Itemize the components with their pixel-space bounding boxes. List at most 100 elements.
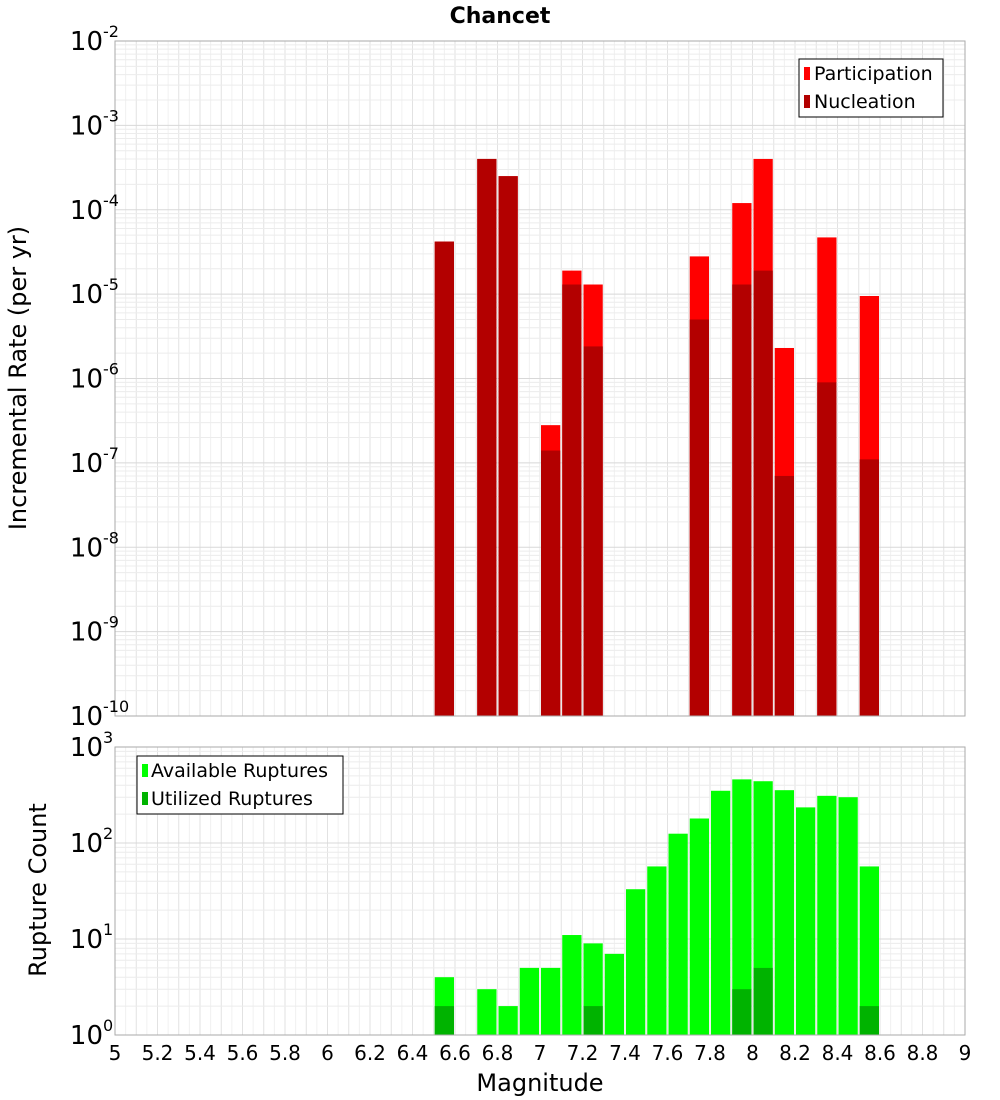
x-tick-label: 7.2 (567, 1041, 599, 1065)
bottom-bar-available (541, 967, 561, 1035)
bottom-legend-box (136, 755, 344, 815)
x-tick-label: 5.8 (269, 1041, 301, 1065)
legend-label-utilized-ruptures: Utilized Ruptures (151, 788, 313, 810)
legend-swatch-utilized-ruptures (142, 792, 148, 805)
bottom-bar-utilized (859, 1006, 879, 1035)
top-bar-nucleation (732, 284, 752, 716)
legend-swatch-participation (804, 67, 810, 80)
bottom-y-tick-exponent: 1 (103, 920, 113, 939)
top-y-tick-label: 10 (70, 27, 103, 57)
chart-title: Chancet (450, 4, 551, 29)
top-y-tick-label: 10 (70, 280, 103, 310)
bottom-bar-available (796, 807, 816, 1035)
top-bar-nucleation (541, 450, 561, 716)
bottom-bar-available (859, 866, 879, 1035)
x-tick-label: 6.4 (397, 1041, 429, 1065)
x-tick-label: 9 (959, 1041, 972, 1065)
top-y-tick-label: 10 (70, 702, 103, 732)
bottom-bar-utilized (434, 1006, 454, 1035)
bottom-y-tick-label: 10 (70, 829, 103, 859)
top-bar-nucleation (859, 459, 879, 716)
bottom-y-tick-exponent: 2 (103, 824, 113, 843)
top-y-tick-exponent: -4 (103, 191, 119, 210)
legend-label-nucleation: Nucleation (814, 91, 916, 113)
x-tick-label: 6 (321, 1041, 334, 1065)
top-y-tick-label: 10 (70, 111, 103, 141)
bottom-y-tick-label: 10 (70, 733, 103, 763)
top-y-tick-exponent: -3 (103, 106, 119, 125)
bottom-y-tick-exponent: 3 (103, 728, 113, 747)
bottom-plot-border (114, 746, 966, 1036)
bottom-y-tick-exponent: 0 (103, 1016, 113, 1035)
bottom-bar-utilized (583, 1006, 603, 1035)
top-bar-nucleation (583, 346, 603, 716)
legend-label-participation: Participation (814, 63, 933, 85)
bottom-bar-available (817, 795, 837, 1035)
bottom-bar-available (689, 818, 709, 1035)
x-tick-label: 8 (746, 1041, 759, 1065)
top-y-tick-exponent: -9 (103, 613, 119, 632)
top-y-tick-label: 10 (70, 618, 103, 648)
top-y-tick-exponent: -2 (103, 22, 119, 41)
legend-swatch-nucleation (804, 95, 810, 108)
bottom-bar-available (668, 833, 688, 1035)
top-y-axis-title: Incremental Rate (per yr) (4, 226, 32, 530)
x-tick-label: 8.8 (907, 1041, 939, 1065)
bottom-bar-available (519, 967, 539, 1035)
top-y-tick-exponent: -5 (103, 275, 119, 294)
bottom-bar-available (732, 779, 752, 1035)
bottom-bar-utilized (732, 989, 752, 1035)
bottom-bar-available (562, 935, 582, 1035)
bottom-y-tick-label: 10 (70, 1021, 103, 1051)
x-tick-label: 6.8 (482, 1041, 514, 1065)
legend-swatch-available-ruptures (142, 764, 148, 777)
top-y-tick-label: 10 (70, 533, 103, 563)
x-tick-label: 7.6 (652, 1041, 684, 1065)
top-y-tick-label: 10 (70, 196, 103, 226)
top-bar-nucleation (774, 475, 794, 716)
top-plot-border (114, 40, 966, 717)
x-tick-label: 8.4 (822, 1041, 854, 1065)
bottom-bar-utilized (753, 967, 773, 1035)
top-bar-nucleation (753, 270, 773, 716)
bottom-y-tick-label: 10 (70, 925, 103, 955)
top-bar-nucleation (817, 382, 837, 716)
top-legend-box (798, 58, 944, 118)
top-bar-nucleation (477, 158, 497, 717)
x-tick-label: 5 (109, 1041, 122, 1065)
x-tick-label: 8.6 (864, 1041, 896, 1065)
top-y-tick-label: 10 (70, 449, 103, 479)
x-tick-label: 8.2 (779, 1041, 811, 1065)
x-tick-label: 7.8 (694, 1041, 726, 1065)
top-bar-nucleation (434, 241, 454, 717)
x-tick-label: 6.2 (354, 1041, 386, 1065)
x-axis-title: Magnitude (476, 1069, 603, 1097)
top-y-tick-exponent: -7 (103, 444, 119, 463)
bottom-bar-available (477, 989, 497, 1035)
x-tick-label: 5.2 (142, 1041, 174, 1065)
top-bar-nucleation (498, 176, 518, 716)
top-y-tick-exponent: -8 (103, 528, 119, 547)
bottom-bar-available (838, 797, 858, 1035)
x-tick-label: 5.4 (184, 1041, 216, 1065)
top-legend: Participation Nucleation (798, 58, 944, 118)
x-tick-label: 6.6 (439, 1041, 471, 1065)
x-tick-label: 7 (534, 1041, 547, 1065)
top-bar-nucleation (689, 319, 709, 716)
legend-label-available-ruptures: Available Ruptures (151, 760, 328, 782)
x-tick-label: 5.6 (227, 1041, 259, 1065)
bottom-bar-available (711, 790, 731, 1035)
top-bar-nucleation (562, 284, 582, 716)
bottom-bar-available (498, 1006, 518, 1035)
bottom-bar-available (647, 866, 667, 1035)
top-y-tick-exponent: -10 (103, 697, 129, 716)
bottom-legend: Available Ruptures Utilized Ruptures (136, 755, 344, 815)
top-y-tick-label: 10 (70, 365, 103, 395)
bottom-bar-available (604, 953, 624, 1035)
bottom-y-axis-title: Rupture Count (24, 803, 52, 977)
bottom-bar-available (774, 790, 794, 1035)
top-y-tick-exponent: -6 (103, 360, 119, 379)
x-tick-label: 7.4 (609, 1041, 641, 1065)
